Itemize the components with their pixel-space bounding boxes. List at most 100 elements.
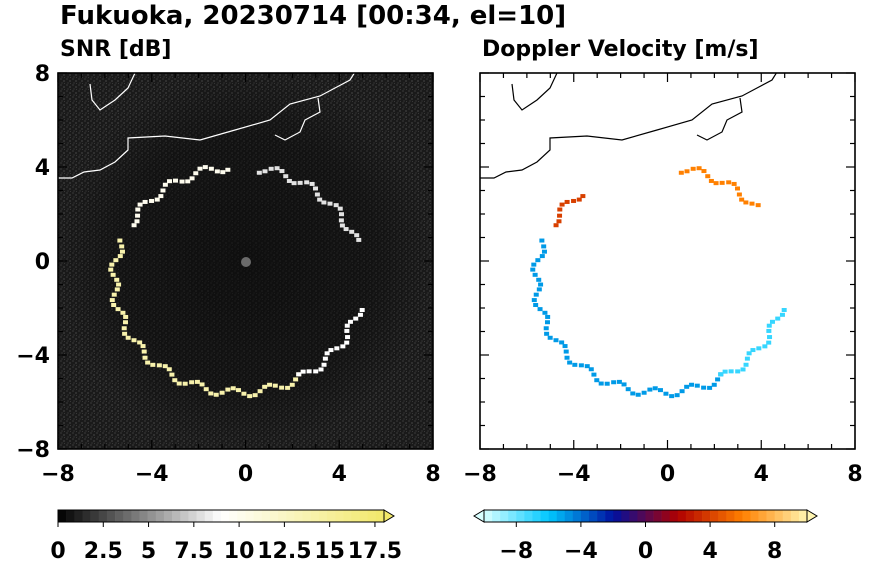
doppler-echo-gate xyxy=(594,378,600,383)
doppler-echo-gate xyxy=(756,346,762,351)
snr-colorbar-swatch xyxy=(204,510,214,522)
snr-echo-gate xyxy=(349,229,355,234)
snr-echo-gate xyxy=(173,178,179,183)
snr-echo-gate xyxy=(179,179,185,184)
snr-colorbar-swatch xyxy=(115,510,124,522)
snr-colorbar-tick-label: 0 xyxy=(50,539,65,564)
doppler-echo-gate xyxy=(663,391,669,396)
snr-echo-gate xyxy=(317,197,323,202)
doppler-colorbar-tick-label: −8 xyxy=(499,539,533,564)
doppler-echo-gate xyxy=(572,362,578,367)
doppler-echo-gate xyxy=(557,207,563,212)
doppler-colorbar-swatch xyxy=(524,510,533,522)
doppler-echo-gate xyxy=(713,181,719,186)
snr-echo-gate xyxy=(252,393,258,398)
snr-colorbar-swatch xyxy=(294,510,303,522)
doppler-echo-gate xyxy=(762,344,768,349)
doppler-echo-gate xyxy=(718,372,724,377)
snr-echo-gate xyxy=(122,331,128,336)
doppler-plot-background xyxy=(480,73,855,449)
snr-echo-gate xyxy=(116,282,122,287)
doppler-echo-gate xyxy=(556,219,562,224)
doppler-echo-gate xyxy=(544,331,550,336)
snr-echo-gate xyxy=(272,383,278,388)
snr-echo-gate xyxy=(176,381,182,386)
snr-echo-gate xyxy=(160,188,166,193)
doppler-echo-gate xyxy=(715,377,721,382)
snr-coastline xyxy=(58,73,356,179)
snr-colorbar-swatch xyxy=(131,510,140,522)
doppler-colorbar-swatch xyxy=(677,510,687,522)
doppler-colorbar-swatch xyxy=(782,510,792,522)
snr-echo-gate xyxy=(214,169,220,174)
snr-echo-gate xyxy=(328,348,334,353)
snr-echo-gate xyxy=(241,391,247,396)
snr-echo-gate xyxy=(321,362,327,367)
doppler-colorbar-swatch xyxy=(572,510,582,522)
doppler-echo-gate xyxy=(531,262,537,267)
snr-echo-gate xyxy=(321,200,327,205)
doppler-echo-gate xyxy=(544,320,550,325)
doppler-ticks: −8 −4 0 4 8 xyxy=(463,72,863,487)
snr-echo-gate xyxy=(225,387,231,392)
snr-echo-gate xyxy=(339,223,345,228)
doppler-colorbar-tick-label: −4 xyxy=(564,539,598,564)
doppler-echo-gate xyxy=(598,381,604,386)
doppler-colorbar-swatch xyxy=(556,510,566,522)
snr-echo-gate xyxy=(185,179,191,184)
doppler-echo-gate xyxy=(578,363,584,368)
doppler-echo-gate xyxy=(559,340,565,345)
doppler-echo-gate xyxy=(557,213,563,218)
snr-echo-gate xyxy=(119,244,125,249)
doppler-colorbar-tick-label: 0 xyxy=(638,539,653,564)
figure-title: Fukuoka, 20230714 [00:34, el=10] xyxy=(60,1,566,31)
snr-echo-gate xyxy=(158,194,164,199)
doppler-echo-gate xyxy=(690,166,696,171)
doppler-colorbar-extend-max xyxy=(806,509,818,523)
doppler-echo-gate xyxy=(743,200,749,205)
snr-echo-gate xyxy=(135,207,141,212)
doppler-colorbar-swatch xyxy=(726,510,735,522)
snr-panel: SNR [dB] −8 −4 0 4 8 8 4 0 −4 −8 xyxy=(16,37,440,487)
snr-colorbar-swatch xyxy=(310,510,320,522)
doppler-echo-gate xyxy=(630,391,636,396)
snr-echo-gate xyxy=(347,319,353,324)
doppler-colorbar-swatch xyxy=(637,510,646,522)
snr-colorbar-swatch xyxy=(66,510,75,522)
snr-echo-gate xyxy=(318,367,324,372)
doppler-echo-gate xyxy=(746,351,752,356)
snr-echo-gate xyxy=(117,238,123,243)
doppler-colorbar-tick-label: 8 xyxy=(767,539,782,564)
snr-echo-gate xyxy=(111,303,117,308)
doppler-echo-gate xyxy=(705,174,711,179)
snr-echo-gate xyxy=(322,356,328,361)
snr-colorbar-swatch xyxy=(326,510,336,522)
snr-echo-gate xyxy=(125,335,131,340)
snr-echo-gate xyxy=(314,192,320,197)
snr-echo-gate xyxy=(337,206,343,211)
snr-colorbar-tick-label: 7.5 xyxy=(174,539,213,564)
doppler-colorbar-tick-label: 4 xyxy=(702,539,717,564)
snr-colorbar-swatch xyxy=(163,510,173,522)
doppler-x-tick-label: −4 xyxy=(557,462,591,487)
snr-echo-gate xyxy=(225,167,231,172)
snr-echo-gate xyxy=(344,323,350,328)
doppler-echo-gate xyxy=(604,381,610,386)
doppler-echo-gate xyxy=(775,316,781,321)
doppler-echo-gate xyxy=(625,387,631,392)
snr-colorbar-tick-label: 10 xyxy=(224,539,255,564)
doppler-colorbar-swatch xyxy=(645,510,654,522)
snr-echo-gate xyxy=(283,174,289,179)
doppler-colorbar-swatch xyxy=(669,510,679,522)
snr-echo-gate xyxy=(208,166,214,171)
doppler-colorbar-swatch xyxy=(492,510,501,522)
doppler-echo-gate xyxy=(576,197,582,202)
snr-colorbar-swatch xyxy=(286,510,295,522)
doppler-echo-gate xyxy=(539,238,545,243)
doppler-echo-gate xyxy=(545,314,551,319)
snr-echo-gate xyxy=(338,218,344,223)
doppler-echo-gate xyxy=(547,335,553,340)
doppler-echo-gate xyxy=(621,382,627,387)
snr-echo-gate xyxy=(197,166,203,171)
doppler-colorbar-swatch xyxy=(693,510,703,522)
